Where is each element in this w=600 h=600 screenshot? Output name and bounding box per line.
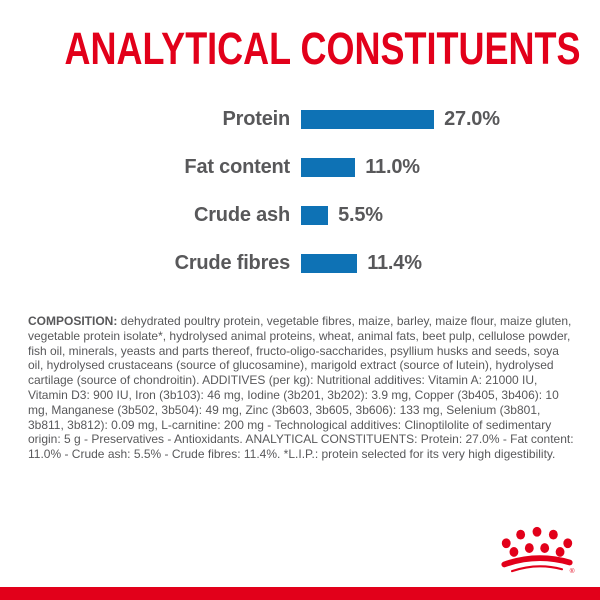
composition-heading: COMPOSITION: bbox=[28, 314, 118, 328]
bar-label-protein: Protein bbox=[222, 107, 291, 130]
header: ANALYTICAL CONSTITUENTS bbox=[0, 26, 600, 71]
bar-label-crude-ash: Crude ash bbox=[193, 203, 290, 226]
bar-label-fat-content: Fat content bbox=[184, 155, 290, 178]
royal-canin-crown-logo: ® bbox=[498, 525, 576, 575]
bar-protein bbox=[301, 109, 435, 129]
chart-row-crude-ash: Crude ash 5.5% bbox=[0, 191, 600, 239]
analytical-constituents-chart: Protein 27.0% Fat content 11.0% Crude as… bbox=[0, 95, 600, 287]
bar-crude-ash bbox=[301, 205, 329, 225]
bar-value-protein: 27.0% bbox=[444, 107, 500, 130]
bar-value-fat-content: 11.0% bbox=[365, 155, 420, 178]
crown-icon: ® bbox=[501, 526, 575, 575]
composition-body: dehydrated poultry protein, vegetable fi… bbox=[28, 314, 574, 462]
chart-row-crude-fibres: Crude fibres 11.4% bbox=[0, 239, 600, 287]
bar-label-crude-fibres: Crude fibres bbox=[174, 251, 291, 274]
page-title: ANALYTICAL CONSTITUENTS bbox=[64, 23, 581, 74]
bar-fat-content bbox=[301, 157, 356, 177]
registered-mark: ® bbox=[570, 567, 575, 575]
chart-row-fat-content: Fat content 11.0% bbox=[0, 143, 600, 191]
composition-text: COMPOSITION: dehydrated poultry protein,… bbox=[28, 314, 577, 462]
bar-value-crude-fibres: 11.4% bbox=[367, 251, 422, 274]
bar-value-crude-ash: 5.5% bbox=[338, 203, 383, 226]
chart-row-protein: Protein 27.0% bbox=[0, 95, 600, 143]
bar-crude-fibres bbox=[301, 253, 358, 273]
footer-stripe bbox=[0, 587, 600, 600]
